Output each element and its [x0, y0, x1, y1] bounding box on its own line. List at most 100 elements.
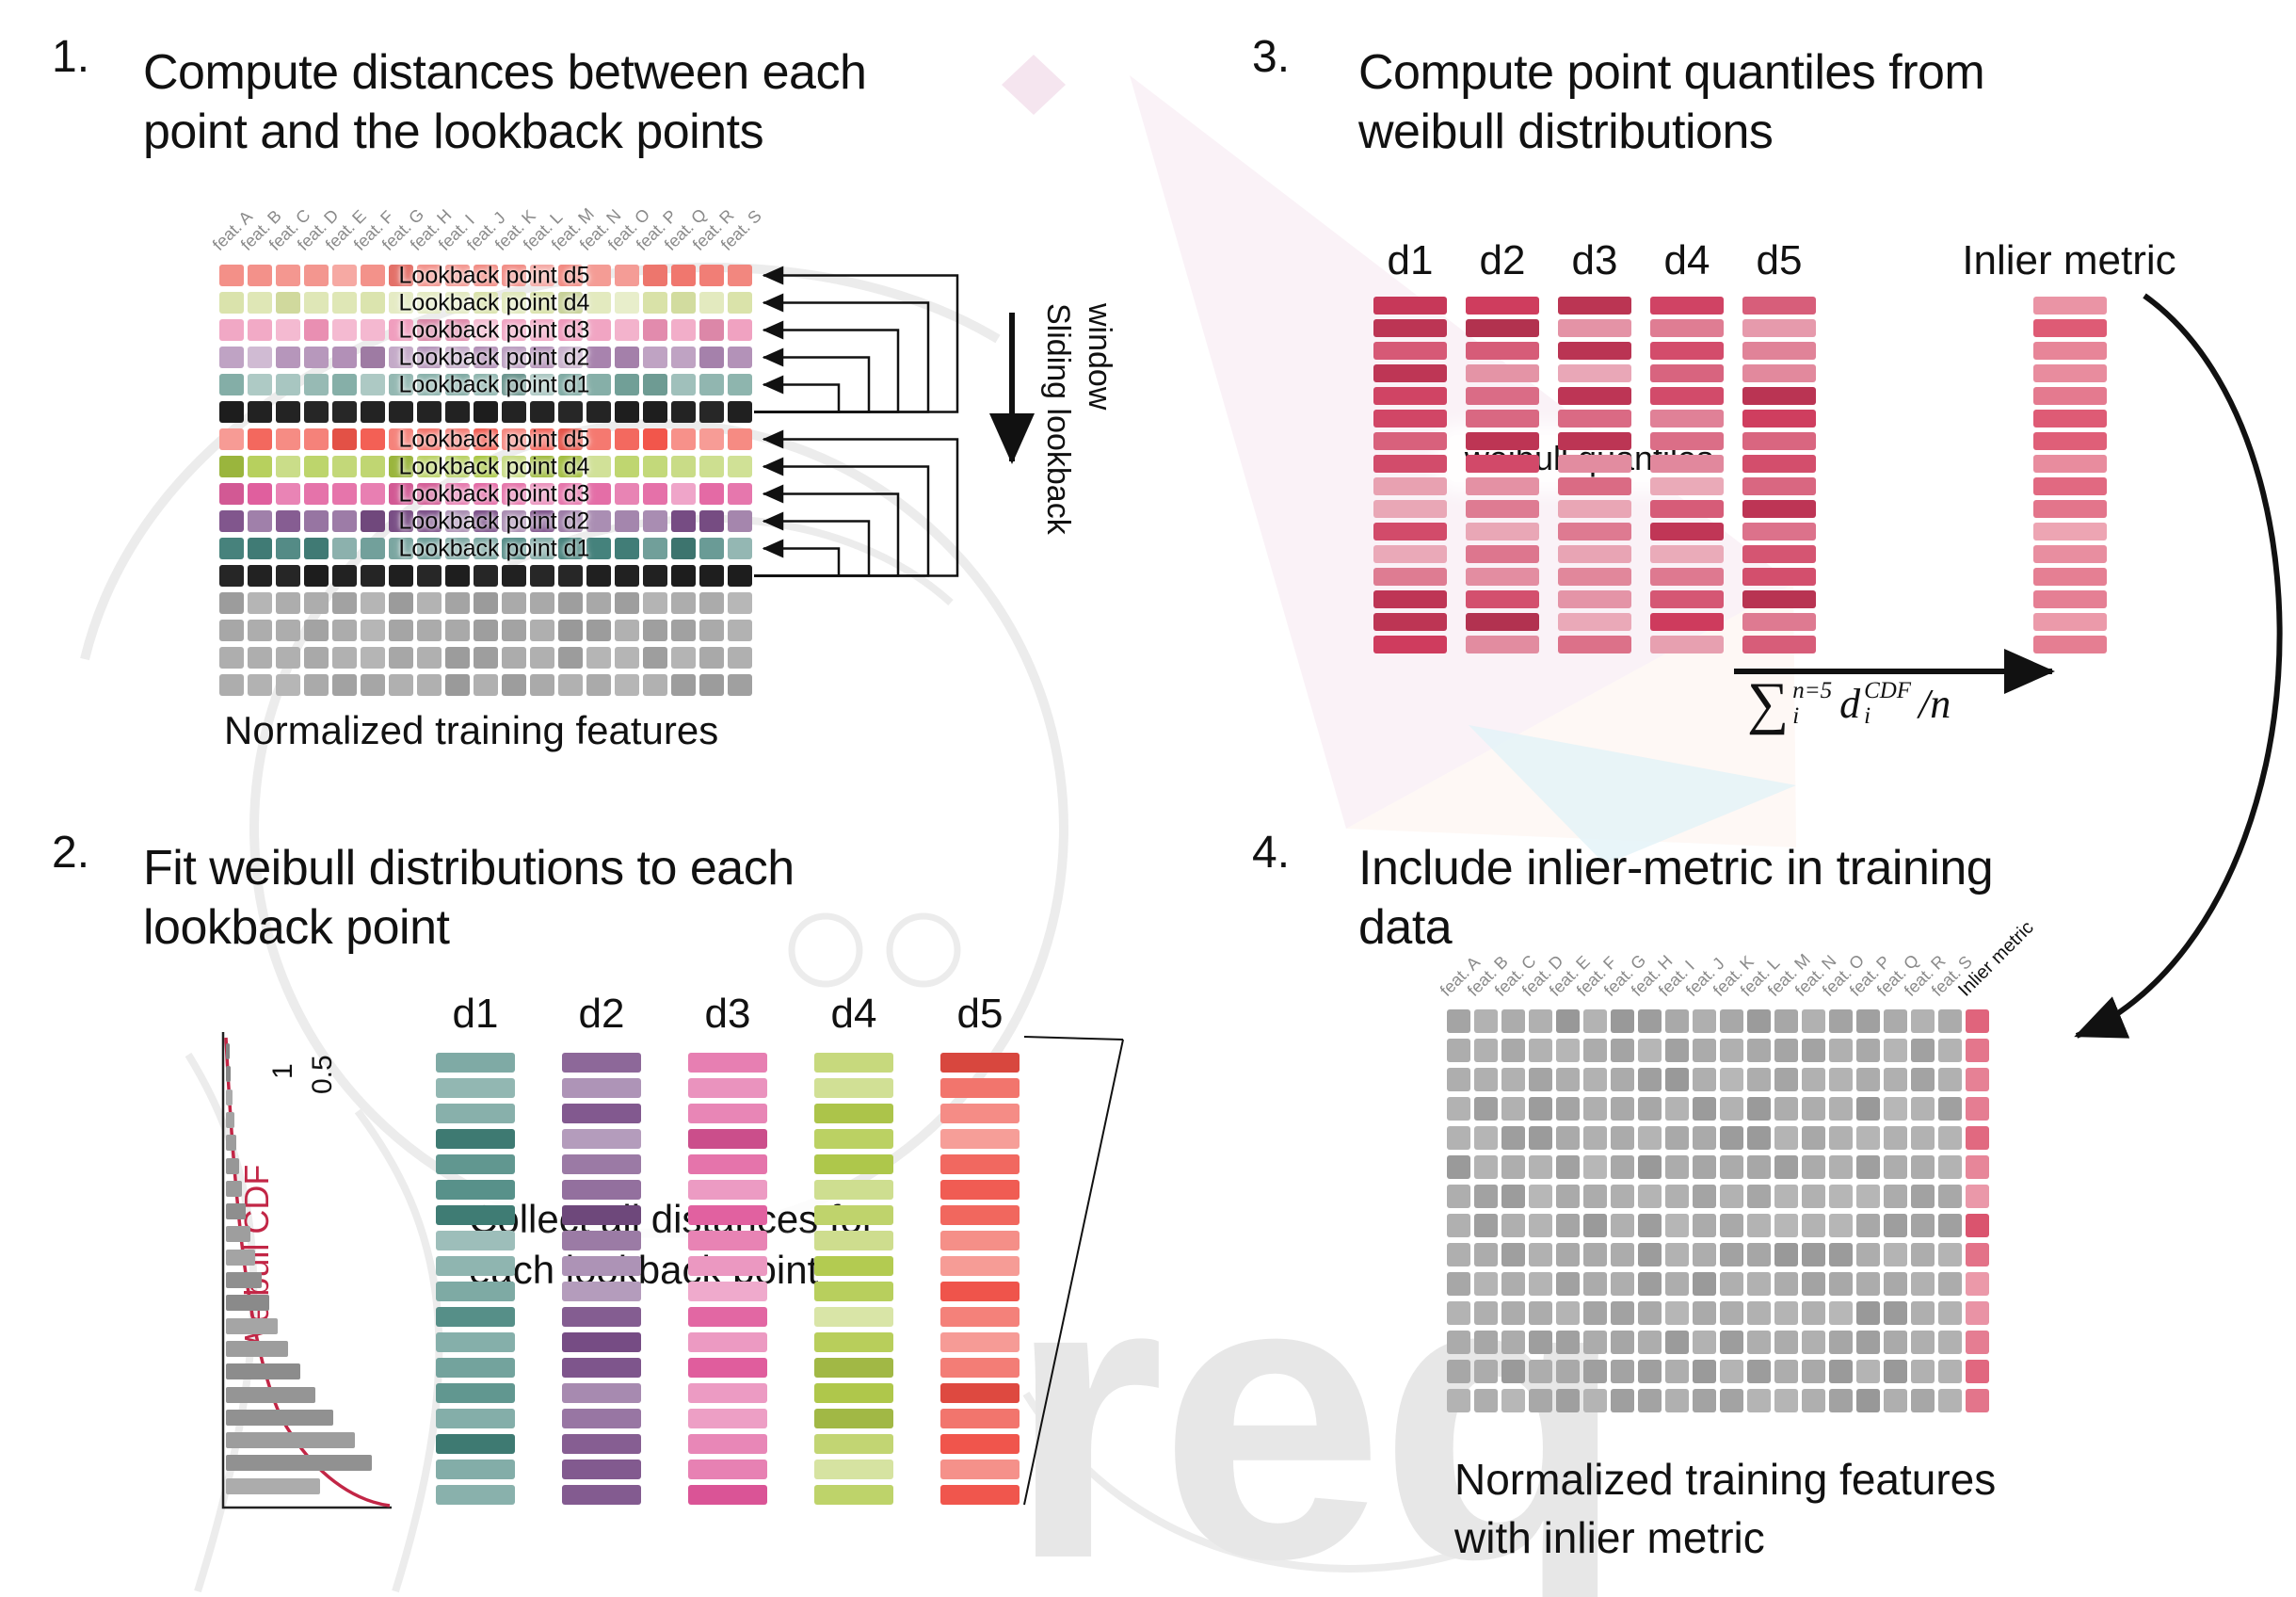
lookback-arrow [754, 539, 841, 577]
lookback-arrow [754, 511, 871, 577]
lookback-d2-cell [276, 347, 300, 368]
step3-number: 3. [1252, 32, 1291, 82]
training-feature-cell [1638, 1389, 1662, 1412]
training-feature-cell [1501, 1214, 1525, 1237]
distance-d5-bar [940, 1205, 1020, 1225]
distance-d2-bar [562, 1383, 641, 1403]
lookback-d3-cell [530, 319, 554, 341]
training-feature-cell [1747, 1068, 1771, 1091]
quantile-d2-bar [1466, 477, 1539, 495]
quantile-d2-bar [1466, 342, 1539, 360]
quantile-d2-column [1466, 297, 1539, 653]
training-feature-cell [1665, 1272, 1689, 1296]
training-feature-cell [1856, 1243, 1880, 1266]
distance-d3-bar [688, 1434, 767, 1454]
training-feature-cell [1529, 1009, 1552, 1033]
quantile-d2-bar [1466, 568, 1539, 586]
quantile-d3-bar [1558, 545, 1631, 563]
training-feature-cell [586, 620, 611, 641]
lookback-d2-cell [586, 347, 611, 368]
quantile-d1-column [1373, 297, 1447, 653]
inlier-metric-bar [2033, 590, 2107, 608]
lookback-d5-cell [248, 265, 272, 286]
distance-d1-bar [436, 1205, 515, 1225]
training-feature-cell [1665, 1009, 1689, 1033]
inlier-metric-cell [1966, 1009, 1989, 1033]
distance-d3-bar [688, 1358, 767, 1378]
distance-d4-bar [814, 1231, 893, 1250]
lookback-d2-cell [502, 347, 526, 368]
inlier-metric-bar [2033, 387, 2107, 405]
training-feature-cell [1665, 1301, 1689, 1325]
training-feature-cell [1747, 1185, 1771, 1208]
quantile-d3-column [1558, 297, 1631, 653]
distance-d1-bar [436, 1053, 515, 1073]
training-feature-cell [248, 647, 272, 669]
training-feature-cell [530, 647, 554, 669]
distance-d4-bar [814, 1180, 893, 1200]
lookback-row-label: Lookback point d5 [398, 426, 590, 453]
distance-d5-bar [940, 1332, 1020, 1352]
distance-d1-bar [436, 1180, 515, 1200]
training-feature-cell [1774, 1360, 1798, 1383]
quantile-d2-bar [1466, 636, 1539, 653]
training-feature-cell [728, 620, 752, 641]
lookback-d4-cell [389, 456, 413, 477]
inlier-metric-bar [2033, 455, 2107, 473]
training-feature-cell [530, 674, 554, 696]
training-feature-cell [361, 592, 385, 614]
training-feature-cell [671, 620, 696, 641]
training-feature-cell [1556, 1155, 1580, 1179]
step1-feature-grid [219, 265, 752, 696]
current-point-cell [474, 401, 498, 423]
distance-d4-bar [814, 1332, 893, 1352]
distance-d3-bar [688, 1053, 767, 1073]
cdf-histogram-bar [226, 1363, 300, 1380]
distance-d5-column [940, 1053, 1020, 1505]
quantile-d5-column [1742, 297, 1816, 653]
formula-sum-sup: n=5 [1792, 678, 1833, 703]
training-feature-cell [1665, 1126, 1689, 1150]
training-feature-cell [1747, 1331, 1771, 1354]
lookback-d1-cell [586, 538, 611, 559]
lookback-d1-cell [671, 374, 696, 395]
quantile-d4-bar [1650, 636, 1724, 653]
distance-d1-bar [436, 1129, 515, 1149]
formula-tail: /n [1919, 680, 1951, 727]
lookback-d3-cell [276, 319, 300, 341]
training-feature-cell [1693, 1155, 1716, 1179]
training-feature-cell [1802, 1097, 1825, 1121]
distance-column-header: d2 [578, 991, 625, 1037]
lookback-d4-cell [332, 456, 357, 477]
step1-number: 1. [52, 32, 90, 82]
lookback-d4-cell [586, 456, 611, 477]
cdf-histogram-bar [226, 1203, 246, 1220]
step4-title-line1: Include inlier-metric in training [1358, 841, 1994, 895]
training-feature-cell [1747, 1155, 1771, 1179]
lookback-d4-cell [615, 456, 639, 477]
distance-d1-column [436, 1053, 515, 1505]
training-feature-cell [615, 592, 639, 614]
training-feature-cell [1583, 1301, 1607, 1325]
training-feature-cell [304, 592, 329, 614]
current-point-cell [389, 565, 413, 587]
quantile-d1-bar [1373, 568, 1447, 586]
step3-title: Compute point quantiles from weibull dis… [1358, 43, 1985, 162]
training-feature-cell [1720, 1009, 1743, 1033]
lookback-d5-cell [615, 265, 639, 286]
current-point-cell [671, 565, 696, 587]
lookback-d1-cell [502, 374, 526, 395]
lookback-d2-cell [361, 510, 385, 532]
lookback-d3-cell [474, 319, 498, 341]
cdf-histogram-bar [226, 1409, 333, 1426]
training-feature-cell [1856, 1389, 1880, 1412]
lookback-d5-cell [530, 265, 554, 286]
current-point-cell [558, 565, 583, 587]
step4-number: 4. [1252, 828, 1291, 878]
training-feature-cell [1447, 1360, 1470, 1383]
step1-title-line1: Compute distances between each [143, 45, 867, 100]
distance-d4-bar [814, 1434, 893, 1454]
training-feature-cell [1638, 1272, 1662, 1296]
training-feature-cell [1938, 1068, 1962, 1091]
training-feature-cell [1938, 1360, 1962, 1383]
